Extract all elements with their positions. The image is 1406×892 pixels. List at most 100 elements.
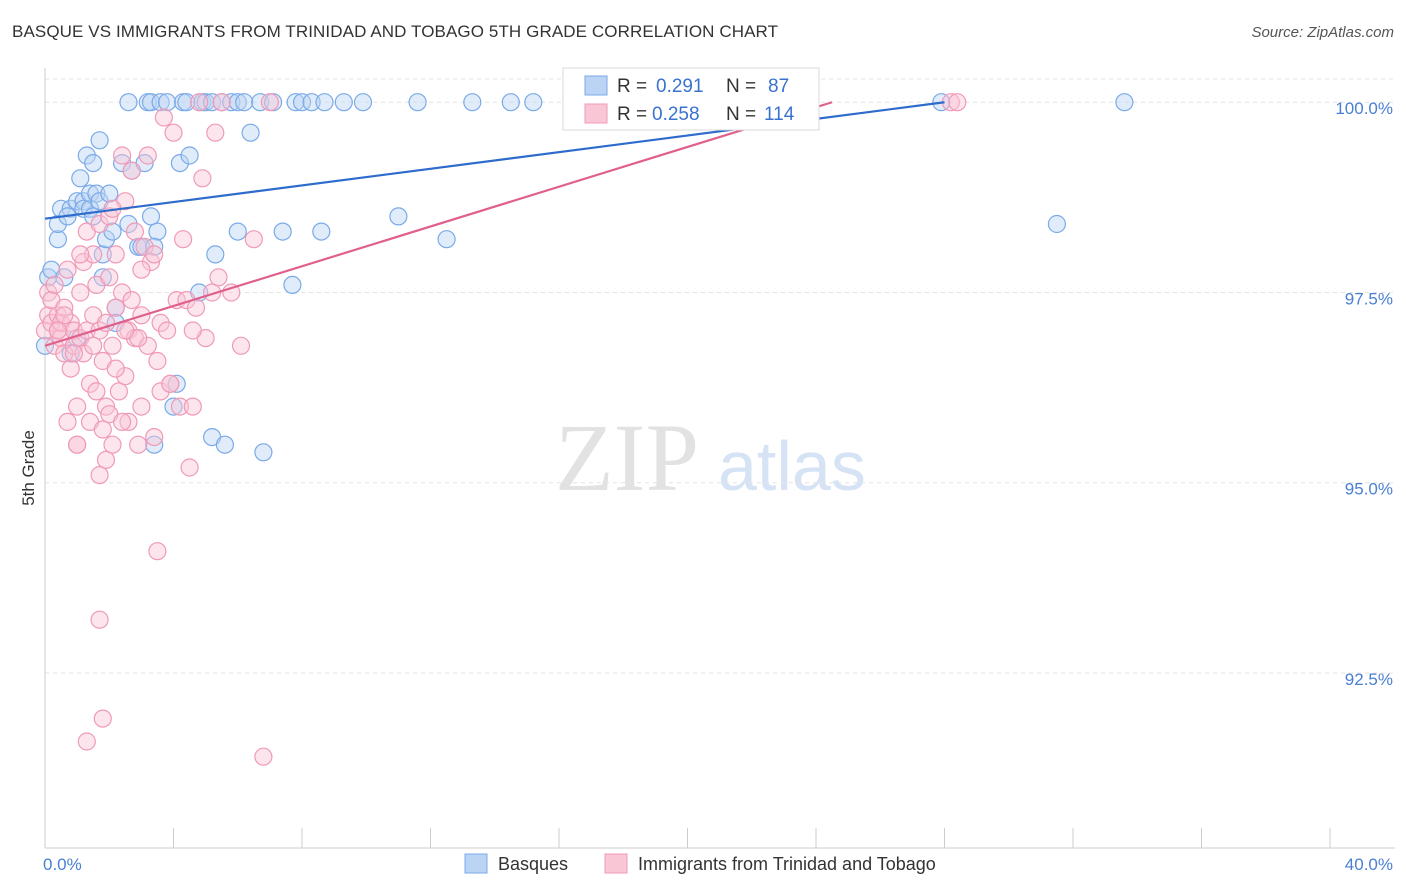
immigrants-point-53	[122, 291, 141, 310]
basques-point-67	[273, 222, 292, 241]
basques-point-71	[302, 93, 321, 112]
basques-point-56	[206, 245, 225, 264]
legend-swatch-pink	[584, 103, 608, 124]
immigrants-point-64	[148, 351, 167, 371]
immigrants-point-72	[170, 397, 189, 416]
basques-point-18	[84, 154, 103, 173]
immigrants-point-46	[112, 146, 132, 165]
basques-point-65	[254, 443, 273, 462]
basques-point-4	[48, 214, 68, 234]
immigrants-point-83	[209, 268, 228, 287]
basques-point-17	[80, 184, 100, 203]
immigrants-point-98	[64, 344, 84, 363]
immigrants-point-70	[164, 123, 183, 142]
immigrants-point-13	[58, 412, 77, 431]
basques-point-23	[93, 268, 112, 287]
immigrants-point-112	[183, 321, 202, 340]
y-tick-label-2: 95.0%	[1345, 480, 1393, 499]
basques-point-74	[334, 93, 353, 112]
basques-point-45	[164, 397, 183, 416]
legend-r-value-pink: 0.258	[652, 104, 700, 125]
immigrants-point-100	[132, 260, 151, 279]
basques-point-3	[48, 230, 68, 249]
immigrants-point-101	[71, 245, 90, 264]
basques-point-63	[241, 123, 260, 142]
immigrants-point-66	[151, 382, 170, 401]
immigrants-point-11	[55, 298, 74, 317]
immigrants-point-0	[35, 321, 55, 340]
basques-point-0	[35, 336, 55, 355]
basques-point-62	[235, 93, 254, 112]
watermark-atlas: atlas	[718, 427, 866, 505]
series-legend-label-immigrants: Immigrants from Trinidad and Tobago	[638, 854, 936, 874]
watermark-zip: ZIP	[555, 404, 699, 511]
basques-point-70	[292, 93, 312, 112]
immigrants-point-84	[212, 93, 231, 112]
immigrants-point-62	[145, 428, 164, 447]
immigrants-point-108	[116, 321, 135, 340]
y-tick-label-3: 92.5%	[1345, 670, 1393, 689]
basques-point-55	[203, 93, 222, 112]
immigrants-point-29	[84, 245, 103, 264]
basques-point-78	[437, 230, 456, 249]
immigrants-point-86	[231, 336, 251, 355]
immigrants-point-89	[148, 542, 167, 561]
basques-point-79	[463, 93, 482, 112]
immigrants-point-82	[206, 123, 225, 142]
immigrants-point-60	[138, 336, 157, 355]
basques-point-47	[170, 154, 189, 173]
basques-point-31	[119, 93, 138, 112]
basques-point-44	[158, 93, 177, 112]
immigrants-point-91	[93, 709, 112, 728]
immigrants-point-52	[122, 161, 141, 180]
immigrants-point-33	[90, 214, 109, 234]
immigrants-point-96	[67, 435, 87, 454]
basques-point-85	[524, 93, 543, 112]
legend-n-value-blue: 87	[768, 76, 789, 97]
basques-point-77	[408, 93, 427, 112]
basques-point-60	[228, 222, 247, 241]
immigrants-point-41	[103, 336, 122, 355]
basques-point-24	[93, 245, 112, 264]
immigrants-point-24	[74, 344, 93, 363]
immigrants-point-27	[80, 374, 100, 393]
immigrants-point-85	[222, 283, 241, 302]
basques-point-26	[100, 184, 119, 203]
immigrants-point-21	[71, 283, 90, 302]
immigrants-point-68	[158, 321, 177, 340]
basques-point-68	[283, 275, 302, 294]
basques-point-25	[96, 230, 116, 249]
immigrants-point-79	[193, 169, 212, 188]
immigrants-point-51	[119, 412, 138, 431]
immigrants-point-90	[90, 610, 109, 629]
immigrants-point-37	[96, 450, 116, 469]
basques-point-58	[215, 435, 234, 454]
chart-title: BASQUE VS IMMIGRANTS FROM TRINIDAD AND T…	[12, 22, 779, 41]
basques-point-75	[353, 93, 373, 112]
basques-point-73	[315, 93, 334, 112]
basques-point-39	[141, 93, 161, 112]
immigrants-point-6	[45, 275, 64, 294]
immigrants-point-32	[87, 382, 106, 401]
basques-point-22	[90, 131, 109, 150]
legend-n-label-pink: N =	[726, 104, 756, 125]
immigrants-point-75	[180, 458, 199, 477]
immigrants-point-78	[190, 93, 209, 112]
series-legend-swatch-immigrants	[604, 853, 628, 874]
basques-point-80	[501, 93, 520, 112]
immigrants-point-15	[61, 359, 80, 378]
basques-point-30	[112, 154, 132, 173]
immigrants-point-35	[93, 420, 112, 439]
immigrants-trend-line	[44, 101, 833, 347]
basques-point-38	[141, 207, 161, 226]
immigrants-point-73	[174, 230, 193, 249]
basques-point-84	[1115, 93, 1134, 112]
chart-source: Source: ZipAtlas.com	[1251, 24, 1394, 41]
basques-point-43	[151, 93, 170, 112]
basques-point-32	[119, 214, 138, 234]
basques-point-76	[389, 207, 408, 226]
basques-point-40	[148, 222, 167, 241]
immigrants-point-110	[948, 93, 967, 112]
legend-n-value-pink: 114	[764, 104, 795, 125]
immigrants-point-14	[58, 260, 77, 279]
